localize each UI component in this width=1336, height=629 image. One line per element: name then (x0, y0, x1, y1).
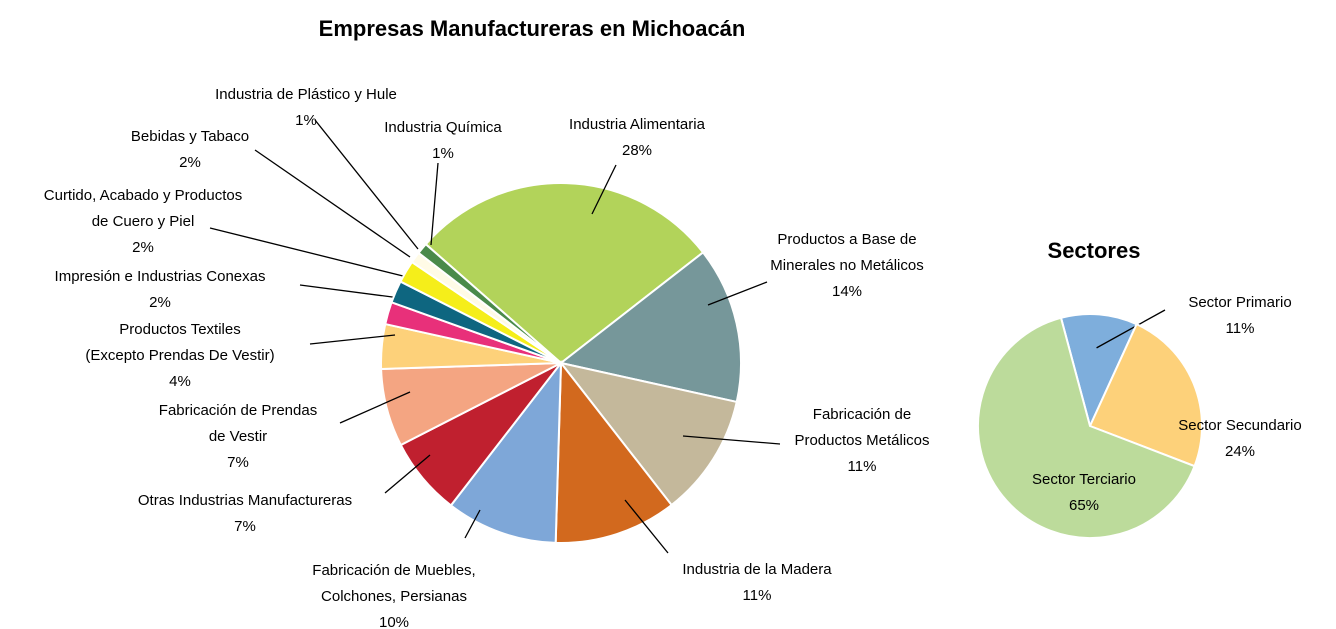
pie-slice (417, 242, 562, 364)
label-line: Fabricación de Prendas (159, 402, 317, 419)
value-label: 7% (227, 454, 249, 471)
label-line: Curtido, Acabado y Productos (44, 187, 242, 204)
leader-line (430, 162, 439, 246)
label-line: Productos a Base de (777, 231, 916, 248)
leader-line (707, 281, 768, 306)
label-line: Colchones, Persianas (321, 588, 467, 605)
leader-line (254, 149, 411, 258)
value-label: 24% (1225, 443, 1255, 460)
slice-label: Industria Química (384, 119, 502, 136)
leader-line (314, 119, 419, 250)
pie-slice (449, 359, 563, 544)
slice-label: Fabricación de Prendas de Vestir (159, 402, 317, 445)
pie-slice (554, 360, 673, 544)
label-line: Productos Metálicos (794, 432, 929, 449)
value-label: 2% (132, 239, 154, 256)
label-line: Impresión e Industrias Conexas (55, 268, 266, 285)
label-line: Productos Textiles (119, 321, 240, 338)
value-label: 11% (743, 587, 772, 604)
leader-line (309, 334, 396, 345)
slice-label: Productos Textiles (Excepto Prendas De Ve… (85, 321, 274, 364)
value-label: 11% (848, 458, 877, 475)
slice-label: Industria de Plástico y Hule (215, 86, 397, 103)
value-label: 14% (832, 283, 862, 300)
slice-label: Curtido, Acabado y Productos de Cuero y P… (44, 187, 242, 230)
value-label: 7% (234, 518, 256, 535)
label-line: Industria Alimentaria (569, 116, 706, 133)
label-line: Industria de Plástico y Hule (215, 86, 397, 103)
label-line: Fabricación de Muebles, (312, 562, 475, 579)
value-label: 1% (295, 112, 317, 129)
leader-line (1096, 309, 1166, 349)
value-label: 10% (379, 614, 409, 629)
value-label: 28% (622, 142, 652, 159)
leader-line (682, 435, 781, 445)
label-line: Fabricación de (813, 406, 911, 423)
label-line: Industria de la Madera (682, 561, 832, 578)
slice-label: Sector Primario (1188, 294, 1291, 311)
slice-label: Sector Terciario (1032, 471, 1136, 488)
label-line: Industria Química (384, 119, 502, 136)
slice-label: Industria Alimentaria (569, 116, 706, 133)
leader-line (464, 509, 481, 539)
slice-label: Otras Industrias Manufactureras (138, 492, 352, 509)
slice-label: Impresión e Industrias Conexas (55, 268, 266, 285)
pie-slice (1059, 313, 1138, 429)
value-label: 2% (179, 154, 201, 171)
chart-title: Sectores (1048, 238, 1141, 263)
pie-slice (558, 361, 738, 507)
leader-line (299, 284, 401, 299)
slice-label: Bebidas y Tabaco (131, 128, 249, 145)
pie-slice (977, 316, 1196, 539)
label-line: (Excepto Prendas De Vestir) (85, 347, 274, 364)
label-line: de Cuero y Piel (92, 213, 195, 230)
pie-slice (424, 182, 705, 365)
value-label: 11% (1226, 320, 1255, 337)
leader-line (384, 454, 431, 494)
label-line: Bebidas y Tabaco (131, 128, 249, 145)
pie-slice (558, 251, 742, 404)
leader-line (624, 499, 669, 554)
label-line: Otras Industrias Manufactureras (138, 492, 352, 509)
label-line: Sector Secundario (1178, 417, 1301, 434)
leader-line (209, 227, 404, 277)
label-line: Sector Primario (1188, 294, 1291, 311)
label-line: Minerales no Metálicos (770, 257, 923, 274)
pie-slice (1088, 322, 1203, 468)
value-label: 4% (169, 373, 191, 390)
label-line: de Vestir (209, 428, 267, 445)
slice-label: Industria de la Madera (682, 561, 832, 578)
slice-label: Sector Secundario (1178, 417, 1301, 434)
slice-label: Productos a Base de Minerales no Metálico… (770, 231, 923, 274)
leader-line (591, 164, 617, 215)
label-line: Sector Terciario (1032, 471, 1136, 488)
value-label: 65% (1069, 497, 1099, 514)
leader-line (339, 391, 411, 424)
value-label: 1% (432, 145, 454, 162)
slice-label: Fabricación de Productos Metálicos (794, 406, 929, 449)
chart-title: Empresas Manufactureras en Michoacán (319, 16, 746, 41)
value-label: 2% (149, 294, 171, 311)
slice-label: Fabricación de Muebles, Colchones, Persia… (312, 562, 475, 605)
